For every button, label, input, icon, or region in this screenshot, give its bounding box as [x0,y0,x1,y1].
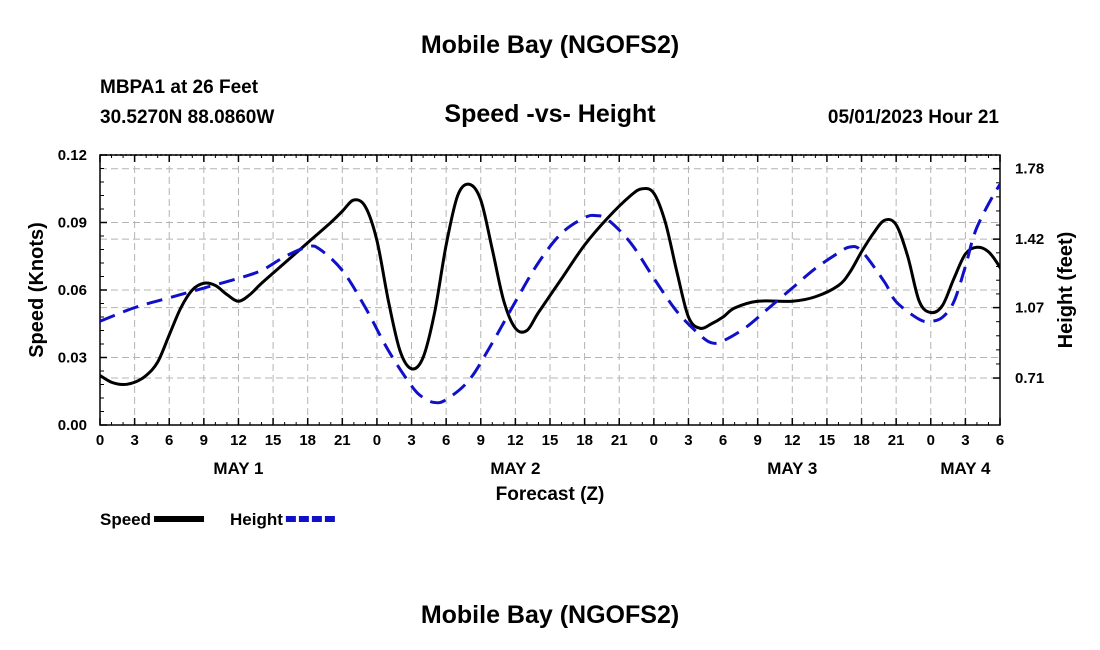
x-tick-label: 0 [373,432,381,449]
legend-label-height: Height [230,510,283,529]
x-tick-label: 0 [96,432,104,449]
y-left-tick-label: 0.00 [58,417,87,434]
y-left-tick-label: 0.12 [58,147,87,164]
series-line-height [100,181,1000,405]
day-label: MAY 4 [940,459,991,478]
x-tick-label: 6 [442,432,450,449]
station-coordinates: 30.5270N 88.0860W [100,107,275,128]
x-tick-label: 0 [927,432,935,449]
x-tick-label: 21 [888,432,905,449]
y-right-axis-label: Height (feet) [1055,232,1077,349]
bottom-title: Mobile Bay (NGOFS2) [420,601,680,629]
x-tick-label: 18 [299,432,316,449]
x-tick-label: 12 [230,432,247,449]
day-label: MAY 3 [767,459,817,478]
chart-title: Mobile Bay (NGOFS2) [420,31,680,59]
legend-label-speed: Speed [100,510,151,529]
x-tick-label: 18 [853,432,870,449]
day-label: MAY 1 [213,459,263,478]
x-tick-label: 15 [819,432,836,449]
x-tick-label: 9 [477,432,485,449]
x-tick-label: 12 [784,432,801,449]
chart-subtitle: Speed -vs- Height [444,100,656,128]
x-tick-label: 15 [542,432,559,449]
x-tick-label: 3 [407,432,415,449]
x-tick-label: 6 [165,432,173,449]
day-label: MAY 2 [490,459,540,478]
x-tick-label: 21 [334,432,351,449]
y-right-tick-label: 1.07 [1015,300,1044,317]
x-tick-label: 3 [684,432,692,449]
x-tick-label: 9 [200,432,208,449]
series-line-speed [100,182,1000,386]
x-tick-label: 18 [576,432,593,449]
x-tick-label: 15 [265,432,282,449]
x-tick-label: 6 [996,432,1004,449]
y-right-tick-label: 1.42 [1015,231,1044,248]
x-tick-label: 12 [507,432,524,449]
y-left-tick-label: 0.03 [58,350,87,367]
x-tick-label: 21 [611,432,628,449]
x-axis-label: Forecast (Z) [496,484,605,505]
x-tick-label: 3 [130,432,138,449]
x-tick-label: 0 [650,432,658,449]
x-tick-label: 6 [719,432,727,449]
y-left-tick-label: 0.09 [58,215,87,232]
y-right-tick-label: 0.71 [1015,370,1044,387]
y-left-tick-label: 0.06 [58,282,87,299]
y-left-axis-label: Speed (Knots) [26,222,48,358]
x-tick-label: 9 [754,432,762,449]
forecast-datetime: 05/01/2023 Hour 21 [827,107,999,128]
y-right-tick-label: 1.78 [1015,161,1044,178]
x-tick-label: 3 [961,432,969,449]
station-label: MBPA1 at 26 Feet [100,77,259,98]
